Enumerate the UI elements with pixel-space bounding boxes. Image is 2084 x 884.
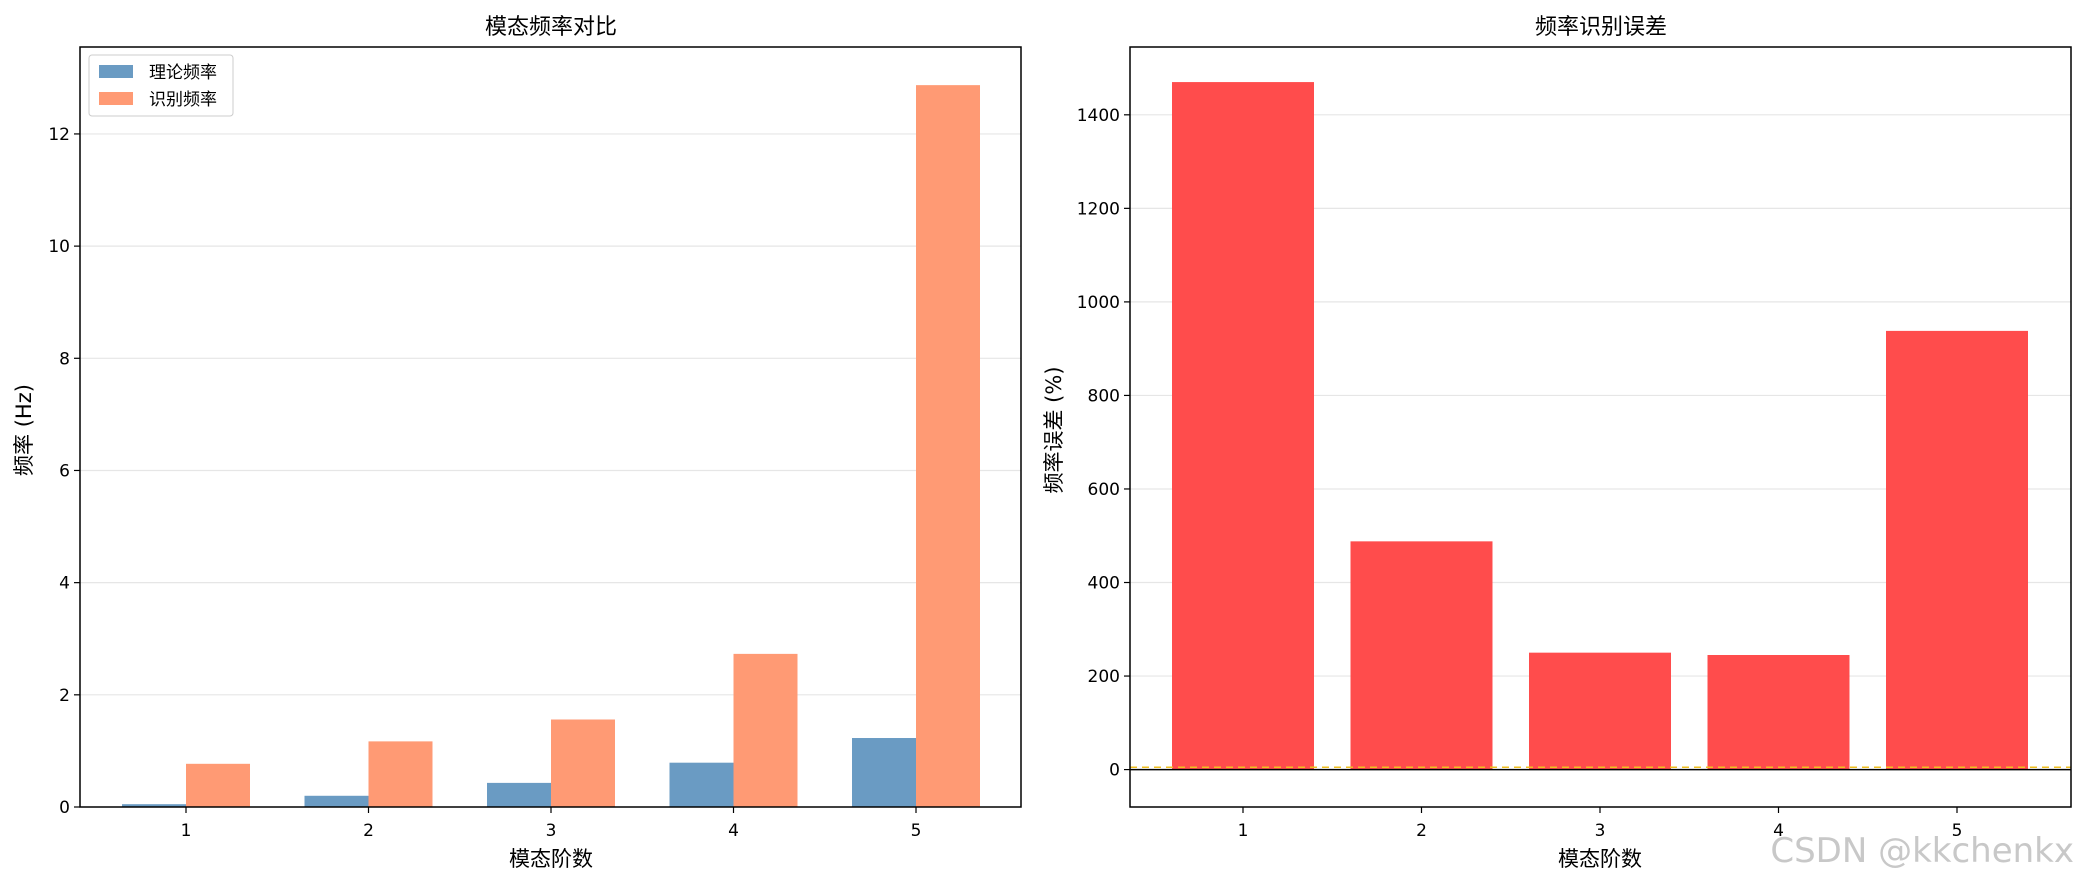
y-tick-label: 10 — [48, 237, 70, 257]
bar-error-3 — [1529, 652, 1671, 770]
reference-lines — [1130, 766, 2071, 771]
x-tick-label: 5 — [911, 821, 922, 841]
x-tick-label: 2 — [363, 821, 374, 841]
y-tick-label: 1200 — [1077, 199, 1120, 219]
y-tick-label: 2 — [59, 686, 70, 706]
legend-label-identified: 识别频率 — [149, 90, 217, 110]
plot-frame — [1129, 46, 2072, 808]
bar-error-4 — [1707, 655, 1850, 770]
y-axis-label: 频率 (Hz) — [12, 384, 36, 476]
x-ticks: 1 2 3 4 5 — [181, 807, 922, 841]
bars — [122, 85, 980, 808]
x-tick-label: 3 — [546, 821, 557, 841]
bar-identified-2 — [368, 741, 433, 807]
bar-error-5 — [1886, 330, 2028, 770]
y-tick-label: 800 — [1088, 386, 1120, 406]
y-tick-label: 600 — [1088, 480, 1120, 500]
gridlines — [80, 133, 1021, 696]
x-tick-label: 2 — [1416, 821, 1427, 841]
bar-theory-4 — [669, 762, 734, 807]
chart-title: 频率识别误差 — [1535, 15, 1667, 40]
x-tick-label: 1 — [181, 821, 192, 841]
x-tick-label: 4 — [728, 821, 739, 841]
bar-identified-5 — [916, 85, 980, 808]
plot-frame — [79, 46, 1022, 808]
y-tick-label: 1400 — [1077, 106, 1120, 126]
bar-theory-3 — [487, 782, 551, 807]
y-tick-label: 12 — [48, 125, 70, 145]
bar-theory-1 — [122, 804, 186, 807]
y-tick-label: 4 — [59, 574, 70, 594]
y-tick-label: 6 — [59, 461, 70, 481]
y-axis-label: 频率误差 (%) — [1042, 366, 1066, 493]
x-axis-label: 模态阶数 — [509, 847, 593, 871]
bar-identified-4 — [733, 653, 798, 807]
legend-swatch-theory — [99, 65, 133, 78]
x-ticks: 1 2 3 4 5 — [1238, 807, 1963, 841]
y-tick-label: 200 — [1088, 667, 1120, 687]
chart-title: 模态频率对比 — [485, 15, 617, 40]
bar-theory-5 — [852, 738, 916, 807]
bar-identified-3 — [551, 719, 615, 807]
legend-label-theory: 理论频率 — [149, 63, 217, 83]
x-tick-label: 5 — [1952, 821, 1963, 841]
x-tick-label: 1 — [1238, 821, 1249, 841]
x-tick-label: 3 — [1595, 821, 1606, 841]
bar-error-2 — [1350, 541, 1493, 770]
y-ticks: 0 2 4 6 8 10 12 — [48, 125, 80, 818]
x-tick-label: 4 — [1773, 821, 1784, 841]
y-tick-label: 400 — [1088, 574, 1120, 594]
y-tick-label: 0 — [1109, 761, 1120, 781]
bar-theory-2 — [304, 795, 369, 807]
bars — [1172, 82, 2028, 770]
y-tick-label: 8 — [59, 349, 70, 369]
y-tick-label: 1000 — [1077, 293, 1120, 313]
chart-frequency-error: 频率识别误差 0 200 400 600 800 1000 1200 1400 1 2 3 4 5 模… — [1042, 15, 2072, 871]
bar-error-1 — [1172, 82, 1314, 770]
y-ticks: 0 200 400 600 800 1000 1200 1400 — [1077, 106, 1130, 781]
legend-swatch-identified — [99, 92, 133, 105]
x-axis-label: 模态阶数 — [1558, 847, 1642, 871]
bar-identified-1 — [186, 763, 250, 807]
y-tick-label: 0 — [59, 798, 70, 818]
legend: 理论频率 识别频率 — [88, 54, 234, 117]
watermark: CSDN @kkchenkx — [1770, 831, 2074, 871]
